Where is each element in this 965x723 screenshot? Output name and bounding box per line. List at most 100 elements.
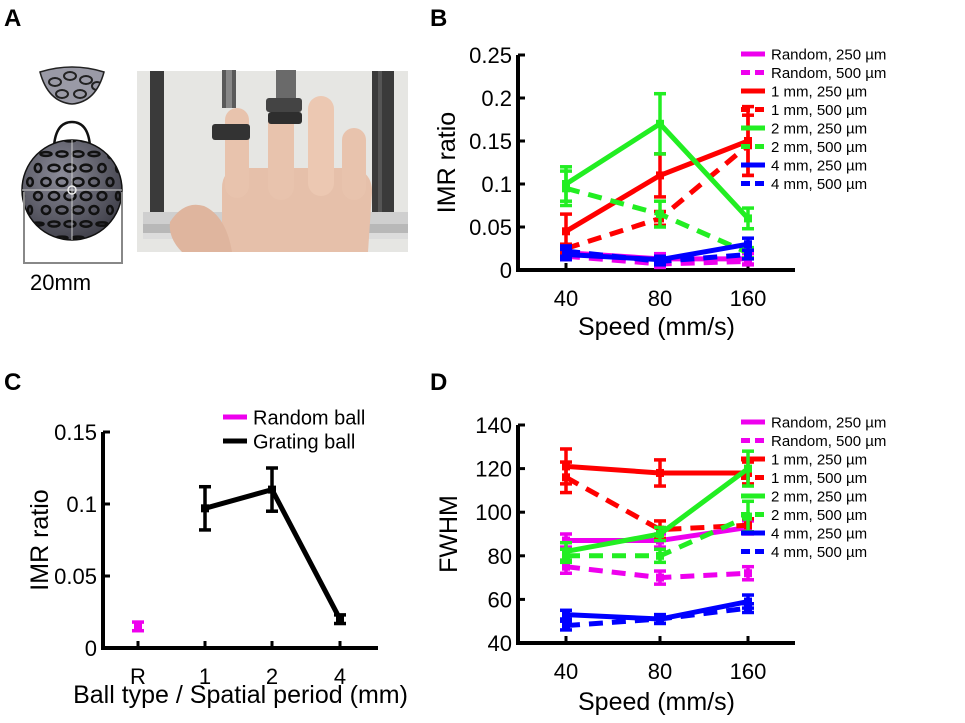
y-tick-label: 0.15 [469,129,512,154]
legend-label: 1 mm, 500 µm [771,470,867,487]
y-tick-label: 80 [488,544,512,569]
ball-hole [63,163,77,173]
ball-hole [96,190,108,202]
data-point [656,210,664,219]
ball-hole [47,163,61,173]
ball-hole [87,176,101,188]
x-tick-label: 80 [648,659,672,684]
y-axis-label: IMR ratio [26,489,54,590]
ball-hole [87,150,101,158]
legend-label: 2 mm, 250 µm [771,489,867,506]
legend-label: 4 mm, 250 µm [771,158,867,175]
series-line [564,475,749,533]
data-point [562,184,570,193]
panel-a-illustration: 20mm [21,66,408,295]
ball-hole [63,219,77,229]
ball-hole [40,204,52,216]
data-point [134,622,142,631]
ball-hole [114,190,122,202]
y-tick-label: 0.2 [481,86,512,111]
x-axis-label: Speed (mm/s) [578,688,735,716]
ball-hole [95,221,109,227]
data-point [562,227,570,236]
x-tick-label: 80 [648,286,672,311]
ball-hole [32,190,44,202]
series-2-mm-500-m [560,169,754,260]
data-point [656,119,664,128]
series-random-ball [132,620,144,633]
data-point [268,485,276,494]
data-point [744,597,752,606]
legend-label: 1 mm, 500 µm [771,102,867,119]
series-grating-ball [199,466,346,626]
y-tick-label: 100 [475,500,512,525]
ball-hole [39,150,53,158]
data-point [656,257,664,266]
scale-label: 20mm [30,270,91,295]
chart-d: 40 60 80 100 120 140 40 80 160 Speed (mm/s) FWHM Ra… [435,413,886,716]
ball-hole [63,190,77,202]
legend-label: 2 mm, 500 µm [771,139,867,156]
legend-label: 4 mm, 250 µm [771,526,867,543]
ball-hole [47,190,61,202]
data-point [744,569,752,578]
legend-label: Random, 250 µm [771,415,886,432]
y-tick-label: 0.1 [66,492,97,517]
x-tick-label: 40 [554,659,578,684]
y-tick-label: 0.1 [481,172,512,197]
panel-label-d: D [430,369,447,396]
scale-bar [23,192,123,264]
legend-label: Random, 500 µm [771,65,886,82]
series-2-mm-250-m [560,91,754,231]
x-tick-label: 160 [730,659,767,684]
data-point [562,536,570,545]
legend-label: 4 mm, 500 µm [771,176,867,193]
ball-handle-icon [52,120,92,147]
data-point [744,250,752,259]
data-point [744,240,752,249]
y-tick-label: 0 [85,636,97,661]
ball-hole [55,176,69,188]
legend-label: 1 mm, 250 µm [771,84,867,101]
data-point [201,504,209,513]
x-tick-label: 2 [266,664,278,689]
data-point [562,621,570,630]
data-point [744,604,752,613]
data-point [336,615,344,624]
data-point [562,562,570,571]
ball-hole [79,163,93,173]
ball-hole [88,204,100,216]
data-point [562,610,570,619]
x-tick-label: R [130,664,146,689]
series-random-500-m [560,558,754,586]
series-line [564,121,750,221]
panel-label-a: A [4,5,21,32]
legend-label: Grating ball [253,432,355,454]
ball-hole [114,162,122,174]
x-tick-label: 160 [730,286,767,311]
data-point [656,615,664,624]
y-tick-label: 0.05 [469,215,512,240]
x-tick-label: 40 [554,286,578,311]
data-point [744,214,752,223]
data-point [656,530,664,538]
ball-hole [79,190,93,202]
data-point [656,573,664,582]
x-axis-label: Ball type / Spatial period (mm) [73,681,408,709]
legend-label: Random ball [253,408,365,430]
legend-label: 4 mm, 500 µm [771,544,867,561]
ball-hole [105,176,115,188]
data-point [744,257,752,266]
legend-label: 1 mm, 250 µm [771,452,867,469]
series-4-mm-500-m [560,602,754,632]
data-point [562,247,570,256]
y-tick-label: 0 [500,258,512,283]
legend-label: Random, 250 µm [771,47,886,64]
ball-hole [40,176,52,188]
ball-hole [33,162,43,174]
data-point [656,468,664,477]
ball-hole [26,204,34,216]
